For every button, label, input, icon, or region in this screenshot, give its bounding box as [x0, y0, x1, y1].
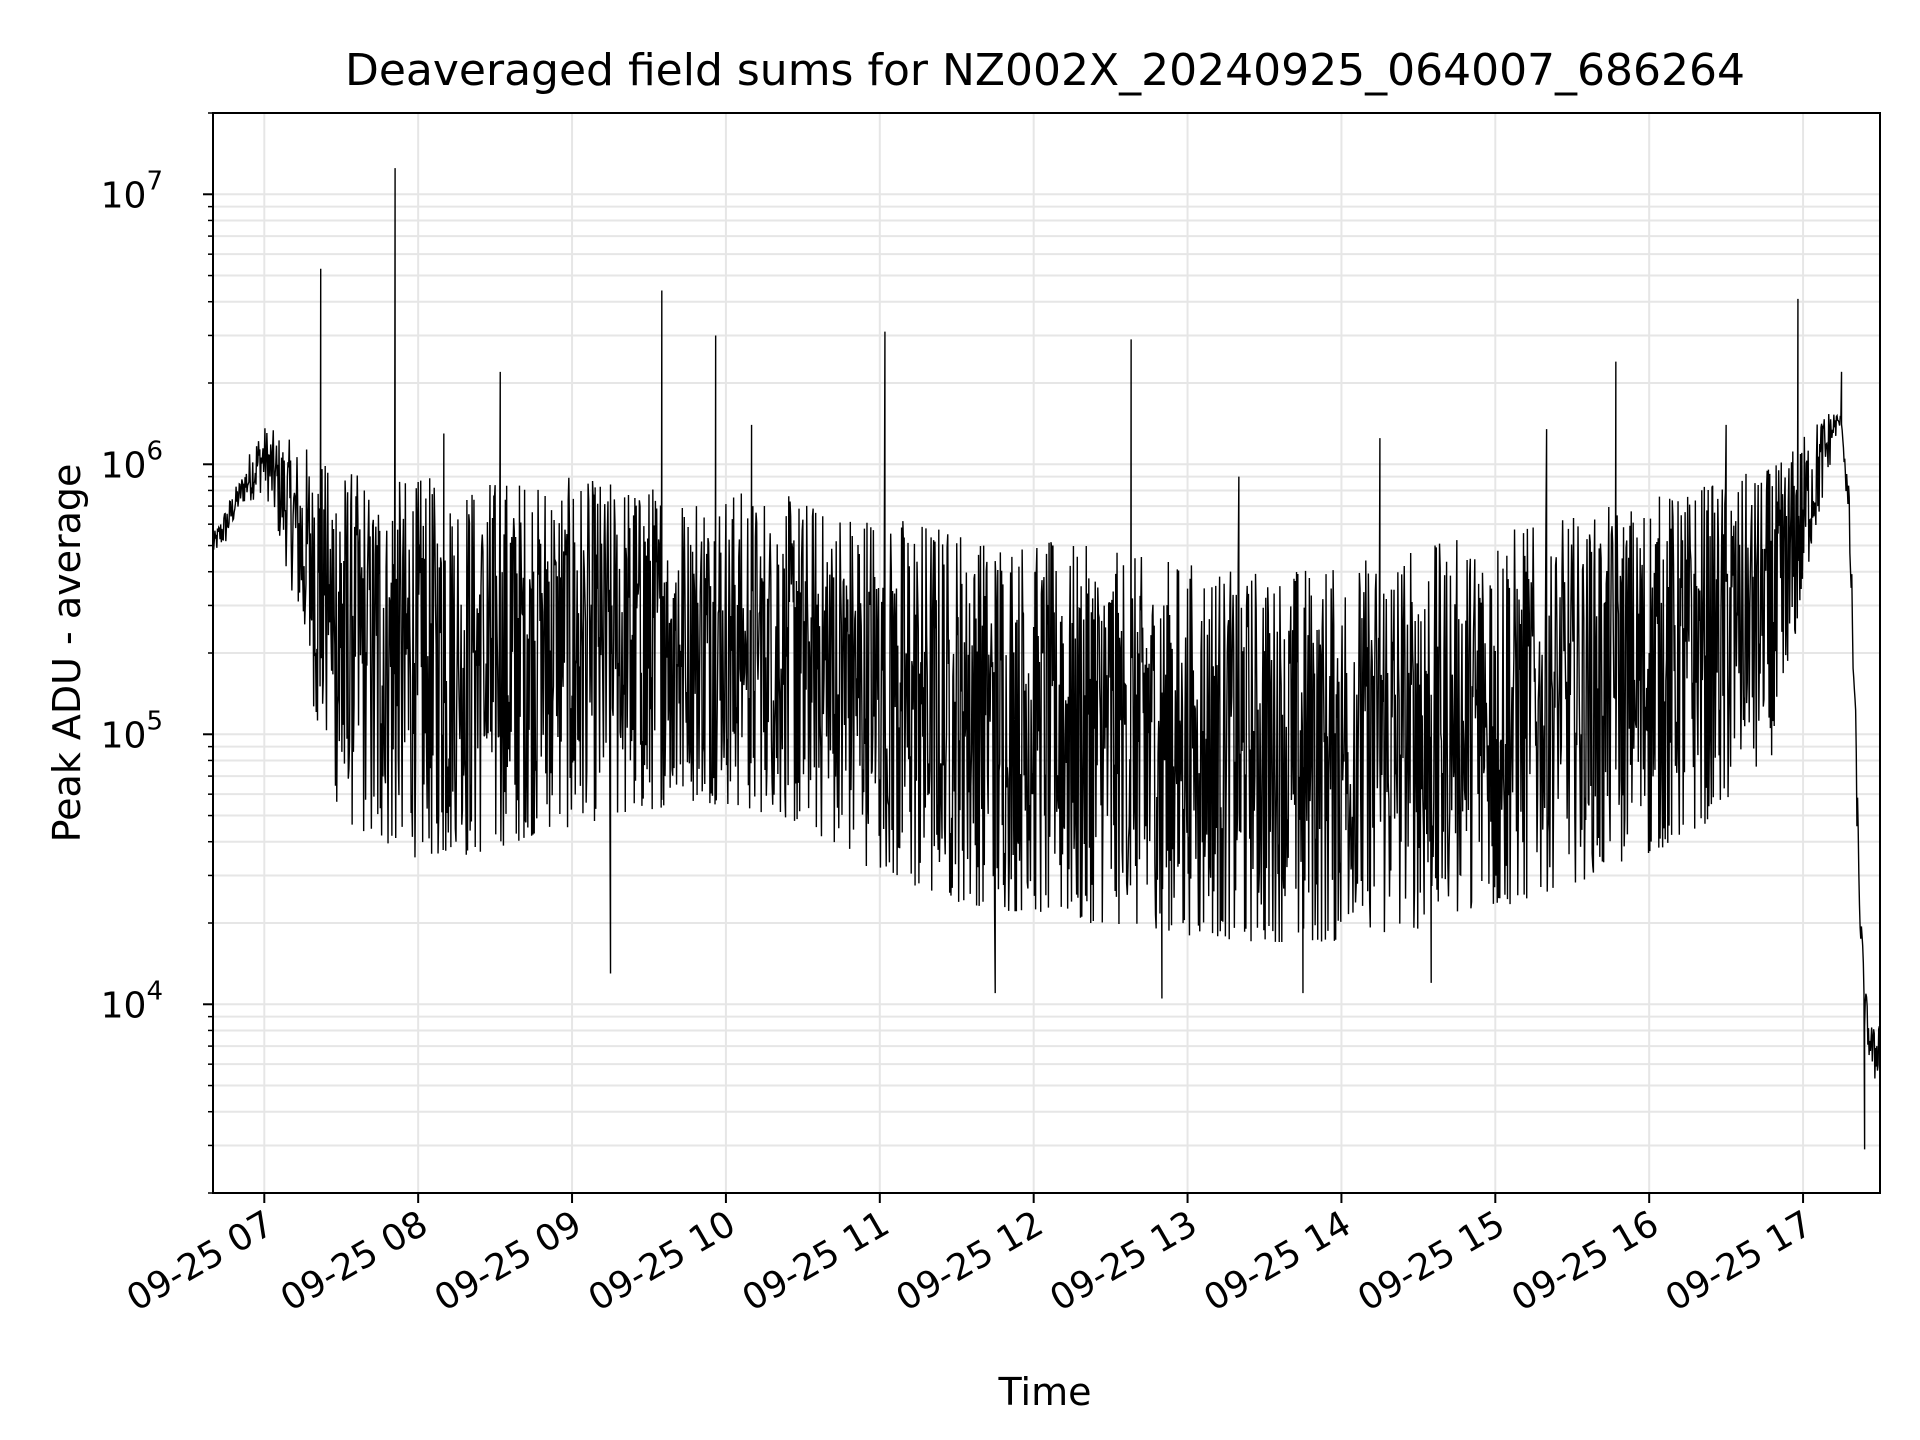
y-tick-exponent: 4 — [146, 976, 163, 1006]
y-tick-base: 10 — [101, 715, 147, 756]
y-tick-label: 106 — [101, 436, 163, 486]
y-tick-label: 105 — [101, 706, 163, 756]
y-tick-exponent: 6 — [146, 436, 163, 466]
y-tick-label: 107 — [101, 166, 163, 216]
y-tick-base: 10 — [101, 175, 147, 216]
y-tick-exponent: 5 — [146, 706, 163, 736]
y-axis-label: Peak ADU - average — [45, 464, 89, 843]
y-tick-base: 10 — [101, 985, 147, 1026]
plot-area — [212, 168, 1881, 1150]
y-tick-base: 10 — [101, 445, 147, 486]
data-series-line — [212, 168, 1881, 1150]
y-tick-label: 104 — [101, 976, 163, 1026]
chart-title: Deaveraged field sums for NZ002X_2024092… — [345, 45, 1745, 96]
y-tick-exponent: 7 — [146, 166, 163, 196]
x-axis-label: Time — [998, 1370, 1092, 1414]
